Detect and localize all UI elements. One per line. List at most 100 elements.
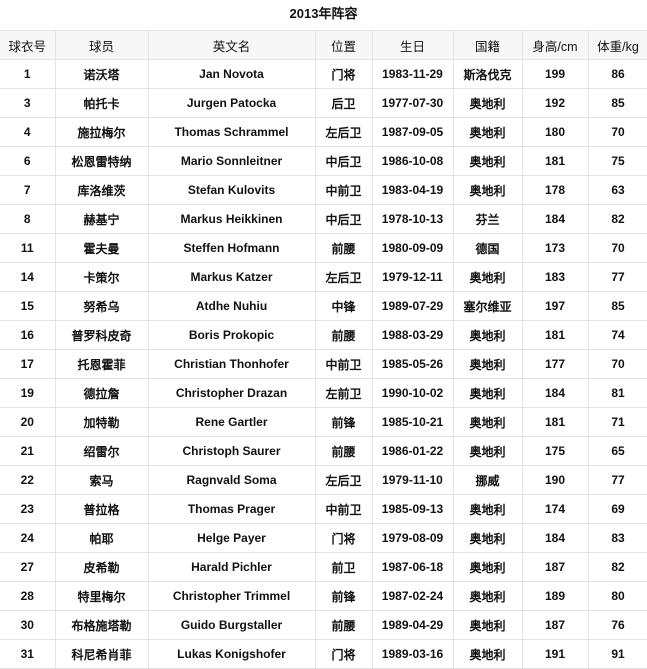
table-row: 1 诺沃塔 Jan Novota 门将 1983-11-29 斯洛伐克 199 86 xyxy=(0,59,647,89)
cell-position: 左后卫 xyxy=(314,117,373,147)
cell-jersey-number: 1 xyxy=(0,59,56,89)
table-row: 15 努希乌 Atdhe Nuhiu 中锋 1989-07-29 塞尔维亚 197 85 xyxy=(0,291,647,321)
cell-player-name-en: Steffen Hofmann xyxy=(147,233,316,263)
cell-height: 184 xyxy=(521,204,589,234)
table-row: 22 索马 Ragnvald Soma 左后卫 1979-11-10 挪威 190 77 xyxy=(0,465,647,495)
cell-player-name-cn: 德拉詹 xyxy=(54,378,149,408)
cell-jersey-number: 3 xyxy=(0,88,56,118)
cell-player-name-cn: 索马 xyxy=(54,465,149,495)
cell-player-name-cn: 普罗科皮奇 xyxy=(54,320,149,350)
cell-player-name-en: Christian Thonhofer xyxy=(147,349,316,379)
cell-birthday: 1987-06-18 xyxy=(371,552,454,582)
table-row: 8 赫基宁 Markus Heikkinen 中后卫 1978-10-13 芬兰 184 82 xyxy=(0,204,647,234)
cell-jersey-number: 22 xyxy=(0,465,56,495)
cell-nationality: 塞尔维亚 xyxy=(452,291,523,321)
cell-player-name-en: Thomas Schrammel xyxy=(147,117,316,147)
column-header-height: 身高/cm xyxy=(521,30,589,60)
cell-player-name-cn: 科尼希肖菲 xyxy=(54,639,149,669)
cell-birthday: 1989-07-29 xyxy=(371,291,454,321)
cell-weight: 69 xyxy=(587,494,647,524)
cell-height: 187 xyxy=(521,552,589,582)
cell-birthday: 1978-10-13 xyxy=(371,204,454,234)
cell-player-name-cn: 特里梅尔 xyxy=(54,581,149,611)
cell-position: 前锋 xyxy=(314,407,373,437)
cell-player-name-cn: 卡策尔 xyxy=(54,262,149,292)
table-row: 3 帕托卡 Jurgen Patocka 后卫 1977-07-30 奥地利 192 85 xyxy=(0,88,647,118)
cell-jersey-number: 15 xyxy=(0,291,56,321)
cell-birthday: 1988-03-29 xyxy=(371,320,454,350)
table-row: 11 霍夫曼 Steffen Hofmann 前腰 1980-09-09 德国 173 70 xyxy=(0,233,647,263)
cell-nationality: 奥地利 xyxy=(452,320,523,350)
cell-player-name-en: Markus Heikkinen xyxy=(147,204,316,234)
cell-birthday: 1979-08-09 xyxy=(371,523,454,553)
cell-nationality: 奥地利 xyxy=(452,175,523,205)
cell-height: 174 xyxy=(521,494,589,524)
cell-player-name-en: Guido Burgstaller xyxy=(147,610,316,640)
cell-player-name-cn: 皮希勒 xyxy=(54,552,149,582)
cell-birthday: 1987-02-24 xyxy=(371,581,454,611)
cell-height: 181 xyxy=(521,407,589,437)
cell-position: 中后卫 xyxy=(314,146,373,176)
cell-jersey-number: 23 xyxy=(0,494,56,524)
cell-jersey-number: 8 xyxy=(0,204,56,234)
cell-jersey-number: 7 xyxy=(0,175,56,205)
cell-birthday: 1985-09-13 xyxy=(371,494,454,524)
cell-jersey-number: 14 xyxy=(0,262,56,292)
cell-nationality: 奥地利 xyxy=(452,552,523,582)
cell-nationality: 奥地利 xyxy=(452,407,523,437)
cell-nationality: 挪威 xyxy=(452,465,523,495)
table-row: 4 施拉梅尔 Thomas Schrammel 左后卫 1987-09-05 奥地利 180… xyxy=(0,117,647,147)
table-row: 16 普罗科皮奇 Boris Prokopic 前腰 1988-03-29 奥地利 181 7… xyxy=(0,320,647,350)
cell-height: 175 xyxy=(521,436,589,466)
cell-birthday: 1983-11-29 xyxy=(371,59,454,89)
cell-height: 173 xyxy=(521,233,589,263)
cell-height: 181 xyxy=(521,146,589,176)
cell-player-name-en: Ragnvald Soma xyxy=(147,465,316,495)
table-row: 21 绍雷尔 Christoph Saurer 前腰 1986-01-22 奥地利 175 6… xyxy=(0,436,647,466)
cell-nationality: 奥地利 xyxy=(452,494,523,524)
cell-player-name-cn: 努希乌 xyxy=(54,291,149,321)
cell-birthday: 1989-03-16 xyxy=(371,639,454,669)
cell-position: 中锋 xyxy=(314,291,373,321)
cell-position: 中后卫 xyxy=(314,204,373,234)
cell-nationality: 奥地利 xyxy=(452,639,523,669)
cell-height: 192 xyxy=(521,88,589,118)
cell-position: 门将 xyxy=(314,639,373,669)
cell-birthday: 1990-10-02 xyxy=(371,378,454,408)
table-header-row: 球衣号 球员 英文名 位置 生日 国籍 身高/cm 体重/kg xyxy=(0,30,647,60)
cell-player-name-en: Harald Pichler xyxy=(147,552,316,582)
cell-player-name-en: Rene Gartler xyxy=(147,407,316,437)
cell-jersey-number: 24 xyxy=(0,523,56,553)
cell-jersey-number: 6 xyxy=(0,146,56,176)
cell-weight: 85 xyxy=(587,88,647,118)
cell-weight: 77 xyxy=(587,465,647,495)
cell-jersey-number: 30 xyxy=(0,610,56,640)
cell-weight: 70 xyxy=(587,349,647,379)
cell-nationality: 奥地利 xyxy=(452,262,523,292)
cell-birthday: 1983-04-19 xyxy=(371,175,454,205)
table-row: 19 德拉詹 Christopher Drazan 左前卫 1990-10-02 奥地利 1… xyxy=(0,378,647,408)
cell-position: 后卫 xyxy=(314,88,373,118)
column-header-nationality: 国籍 xyxy=(452,30,523,60)
cell-position: 门将 xyxy=(314,523,373,553)
cell-height: 190 xyxy=(521,465,589,495)
table-row: 7 库洛维茨 Stefan Kulovits 中前卫 1983-04-19 奥地利 178 6… xyxy=(0,175,647,205)
cell-weight: 81 xyxy=(587,378,647,408)
cell-weight: 75 xyxy=(587,146,647,176)
cell-birthday: 1989-04-29 xyxy=(371,610,454,640)
cell-position: 前腰 xyxy=(314,610,373,640)
cell-position: 左后卫 xyxy=(314,465,373,495)
cell-birthday: 1986-01-22 xyxy=(371,436,454,466)
table-body: 1 诺沃塔 Jan Novota 门将 1983-11-29 斯洛伐克 199 86 3 帕托卡 J… xyxy=(0,59,647,669)
cell-player-name-cn: 库洛维茨 xyxy=(54,175,149,205)
cell-player-name-cn: 托恩霍菲 xyxy=(54,349,149,379)
cell-player-name-en: Atdhe Nuhiu xyxy=(147,291,316,321)
cell-height: 189 xyxy=(521,581,589,611)
cell-jersey-number: 17 xyxy=(0,349,56,379)
cell-nationality: 斯洛伐克 xyxy=(452,59,523,89)
cell-jersey-number: 27 xyxy=(0,552,56,582)
cell-position: 中前卫 xyxy=(314,494,373,524)
table-row: 6 松恩雷特纳 Mario Sonnleitner 中后卫 1986-10-08 奥地利 1… xyxy=(0,146,647,176)
cell-height: 183 xyxy=(521,262,589,292)
cell-player-name-cn: 松恩雷特纳 xyxy=(54,146,149,176)
